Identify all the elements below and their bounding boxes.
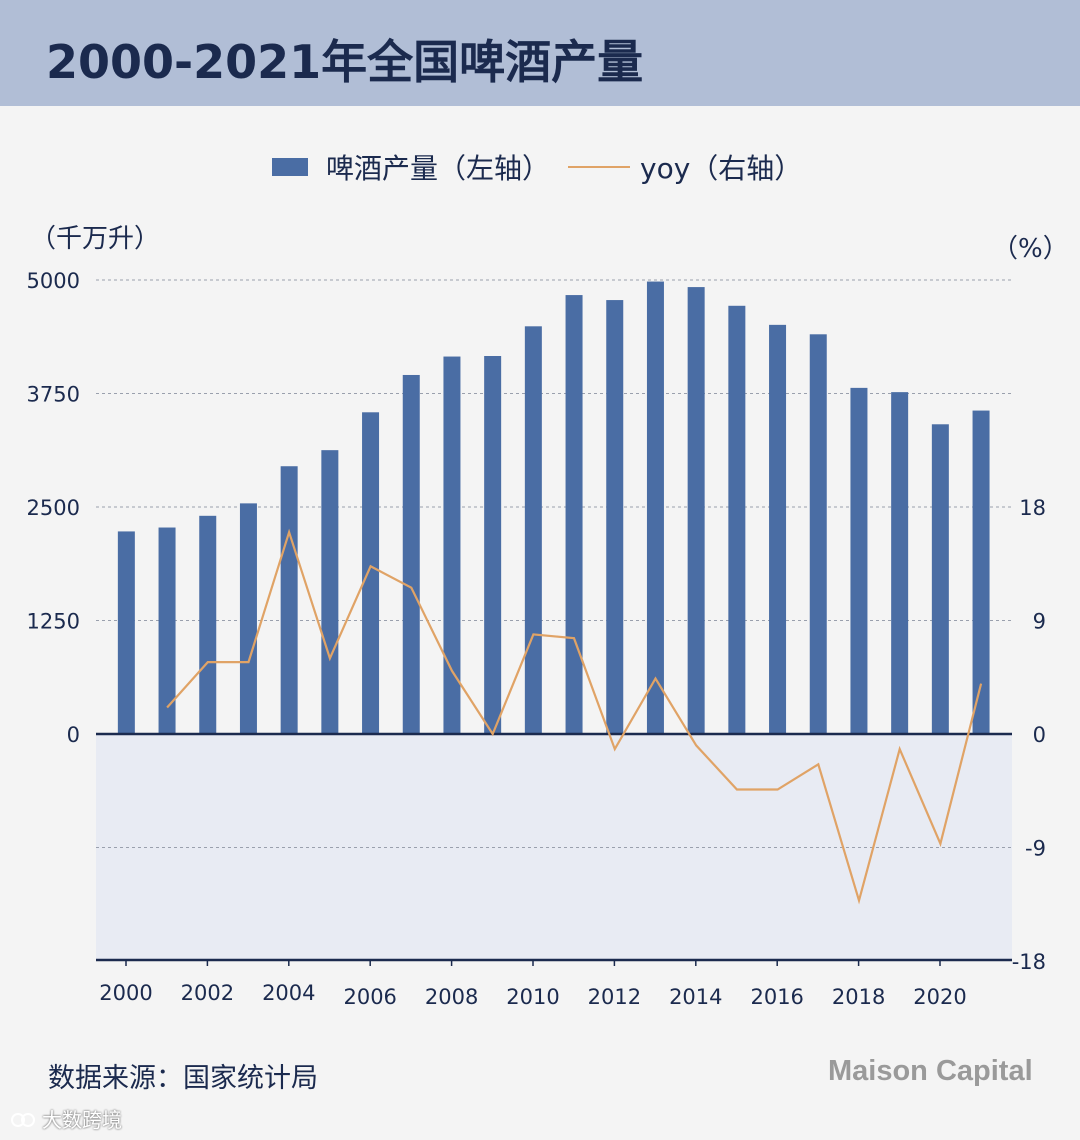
bar-2004 [280,466,298,734]
y-left-tick-label: 0 [67,723,80,747]
bar-2012 [606,300,624,734]
bar-2020 [931,424,949,734]
x-tick-label: 2020 [913,985,966,1009]
bar-2014 [687,287,705,734]
x-tick-label: 2012 [588,985,641,1009]
watermark: 大数跨境 [10,1104,122,1133]
legend-bar-label: 啤酒产量（左轴） [326,152,551,185]
x-tick-label: 2004 [262,981,315,1005]
bar-2001 [158,527,176,734]
bar-2008 [443,356,461,734]
x-tick-label: 2006 [343,985,396,1009]
y-left-tick-label: 5000 [27,269,80,293]
title-band [0,0,1080,106]
legend-line-label: yoy（右轴） [640,152,803,185]
y-right-tick-label: -9 [1025,837,1046,861]
bar-2006 [362,412,380,734]
bar-2002 [199,515,217,734]
bar-2018 [850,387,868,734]
bar-2019 [891,392,909,734]
x-tick-label: 2016 [750,985,803,1009]
bar-2010 [524,326,542,734]
brand-logo: Maison Capital [828,1055,1033,1087]
legend: 啤酒产量（左轴） yoy（右轴） [0,145,1080,185]
x-tick-label: 2002 [181,981,234,1005]
bar-2017 [809,334,827,734]
y-right-tick-label: -18 [1012,950,1046,974]
y-right-tick-label: 18 [1019,496,1046,520]
y-left-tick-label: 1250 [27,610,80,634]
bar-2005 [321,450,339,734]
bar-2015 [728,305,746,734]
watermark-icon [11,1113,35,1127]
bar-2007 [402,374,420,734]
x-tick-label: 2018 [832,985,885,1009]
y-left-tick-label: 3750 [27,383,80,407]
bar-2000 [117,531,135,734]
y-left-tick-label: 2500 [27,496,80,520]
x-tick-label: 2000 [99,981,152,1005]
bar-2016 [769,324,787,734]
y-right-tick-label: 9 [1033,610,1046,634]
bar-2009 [484,355,502,734]
right-axis-unit: （%） [992,234,1069,264]
legend-line-swatch [568,166,630,168]
x-tick-label: 2008 [425,985,478,1009]
bar-2013 [646,281,664,734]
page-title: 2000-2021年全国啤酒产量 [46,35,644,89]
bar-2003 [239,503,257,734]
x-tick-label: 2014 [669,985,722,1009]
watermark-text: 大数跨境 [42,1108,122,1132]
x-tick-label: 2010 [506,985,559,1009]
left-axis-unit: （千万升） [30,224,161,254]
yoy-line [166,528,983,905]
bar-2011 [565,295,583,734]
legend-bar-swatch [272,158,308,176]
bar-2021 [972,410,990,734]
data-source: 数据来源：国家统计局 [48,1063,318,1094]
y-right-tick-label: 0 [1033,723,1046,747]
